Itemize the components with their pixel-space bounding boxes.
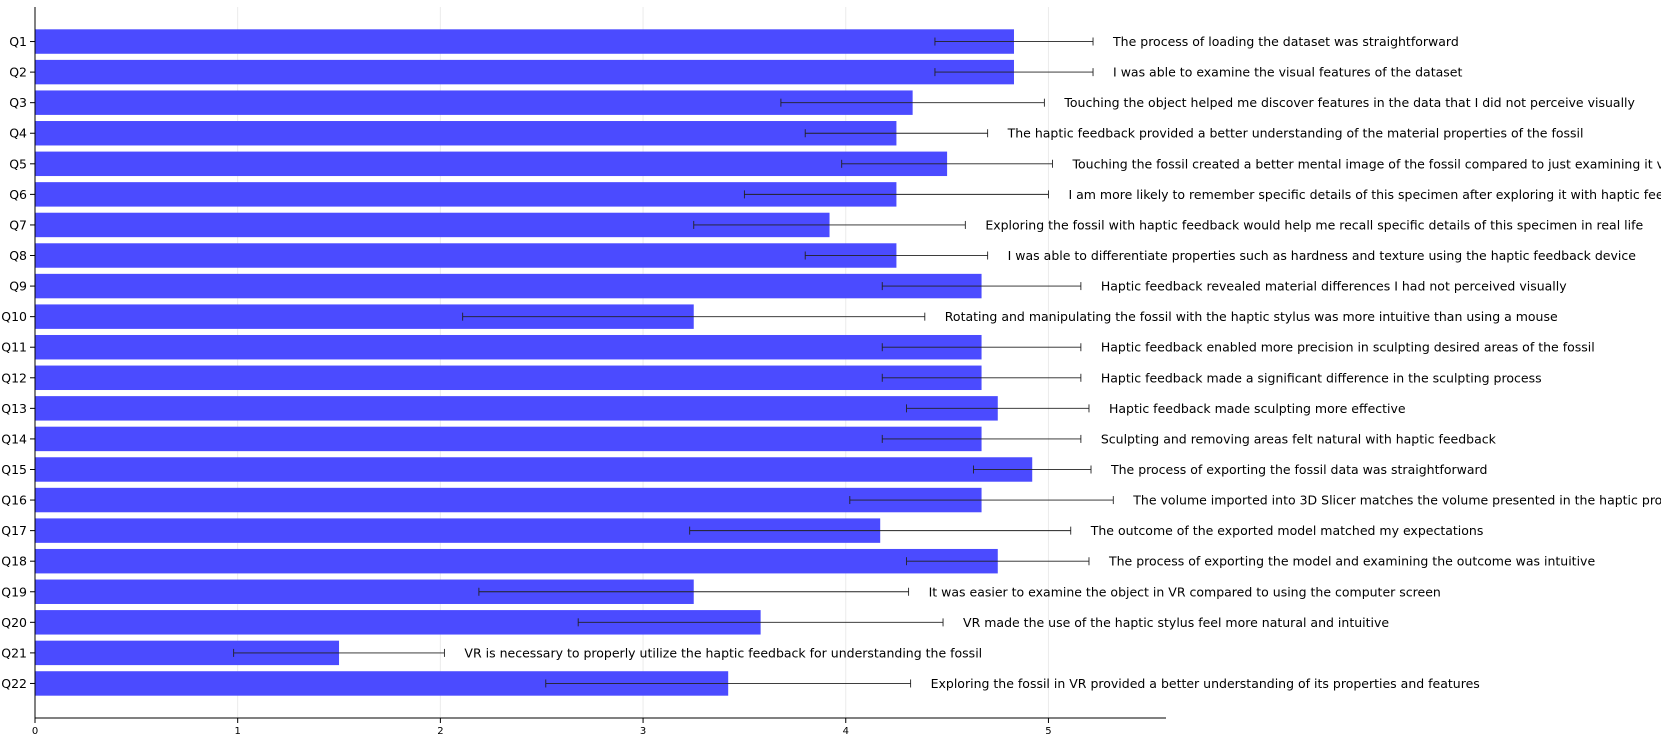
y-tick-label: Q5 [9, 156, 27, 171]
bar [35, 334, 982, 360]
bar [35, 396, 998, 421]
y-tick-label: Q11 [1, 340, 27, 355]
bar [35, 59, 1014, 85]
data-label: It was easier to examine the object in V… [929, 584, 1441, 599]
y-tick-label: Q1 [9, 34, 27, 49]
y-tick-label: Q12 [1, 370, 27, 385]
x-tick-label: 5 [1045, 726, 1051, 737]
y-tick-label: Q7 [9, 217, 27, 232]
annotations: The process of loading the dataset was s… [464, 34, 1661, 691]
data-label: Exploring the fossil in VR provided a be… [931, 676, 1480, 691]
data-label: I am more likely to remember specific de… [1068, 187, 1661, 202]
data-label: Touching the fossil created a better men… [1071, 156, 1661, 171]
data-label: The process of exporting the fossil data… [1110, 462, 1487, 477]
bar [35, 29, 1014, 54]
data-label: I was able to examine the visual feature… [1113, 65, 1462, 80]
bar [35, 365, 982, 391]
data-label: Rotating and manipulating the fossil wit… [945, 309, 1558, 324]
x-tick-label: 4 [843, 726, 849, 737]
x-tick-label: 0 [32, 726, 38, 737]
data-label: Haptic feedback revealed material differ… [1101, 279, 1567, 294]
y-tick-label: Q21 [1, 645, 27, 660]
y-tick-label: Q18 [1, 554, 27, 569]
y-tick-label: Q20 [1, 615, 27, 630]
data-label: VR made the use of the haptic stylus fee… [963, 615, 1389, 630]
data-label: The haptic feedback provided a better un… [1007, 126, 1584, 141]
bar [35, 487, 982, 513]
data-label: VR is necessary to properly utilize the … [464, 645, 982, 660]
y-tick-label: Q13 [1, 401, 27, 416]
y-tick-label: Q15 [1, 462, 27, 477]
y-tick-label: Q2 [9, 65, 27, 80]
y-tick-label: Q22 [1, 676, 27, 691]
bar [35, 426, 982, 452]
data-label: The process of exporting the model and e… [1108, 554, 1595, 569]
data-label: Haptic feedback made a significant diffe… [1101, 370, 1542, 385]
y-tick-label: Q6 [9, 187, 27, 202]
y-tick-label: Q14 [1, 431, 27, 446]
y-tick-label: Q19 [1, 584, 27, 599]
bar [35, 121, 897, 146]
bar [35, 151, 948, 177]
y-tick-label: Q17 [1, 523, 27, 538]
bar [35, 243, 897, 268]
x-tick-label: 2 [437, 726, 443, 737]
axes: Q1 Q2 Q3 Q4 Q5 Q6 Q7 Q8 Q9 Q10 Q11 Q12 Q13 Q14 Q15 Q16 Q… [1, 7, 1166, 737]
data-label: Haptic feedback enabled more precision i… [1101, 340, 1595, 355]
data-label: Sculpting and removing areas felt natura… [1101, 431, 1497, 446]
data-label: The process of loading the dataset was s… [1112, 34, 1459, 49]
y-tick-label: Q9 [9, 279, 27, 294]
bar [35, 273, 982, 299]
x-tick-label: 3 [640, 726, 646, 737]
data-label: Exploring the fossil with haptic feedbac… [985, 217, 1643, 232]
data-label: The volume imported into 3D Slicer match… [1132, 493, 1661, 508]
data-label: The outcome of the exported model matche… [1090, 523, 1484, 538]
y-tick-label: Q16 [1, 493, 27, 508]
data-label: Haptic feedback made sculpting more effe… [1109, 401, 1406, 416]
data-label: Touching the object helped me discover f… [1063, 95, 1635, 110]
y-tick-label: Q8 [9, 248, 27, 263]
data-label: I was able to differentiate properties s… [1008, 248, 1637, 263]
bar [35, 457, 1033, 482]
bar [35, 548, 998, 574]
y-tick-label: Q4 [9, 126, 27, 141]
bar [35, 90, 913, 115]
error-bars [233, 37, 1114, 688]
y-tick-label: Q3 [9, 95, 27, 110]
y-tick-label: Q10 [1, 309, 27, 324]
bars [35, 29, 1033, 696]
x-tick-label: 1 [235, 726, 241, 737]
